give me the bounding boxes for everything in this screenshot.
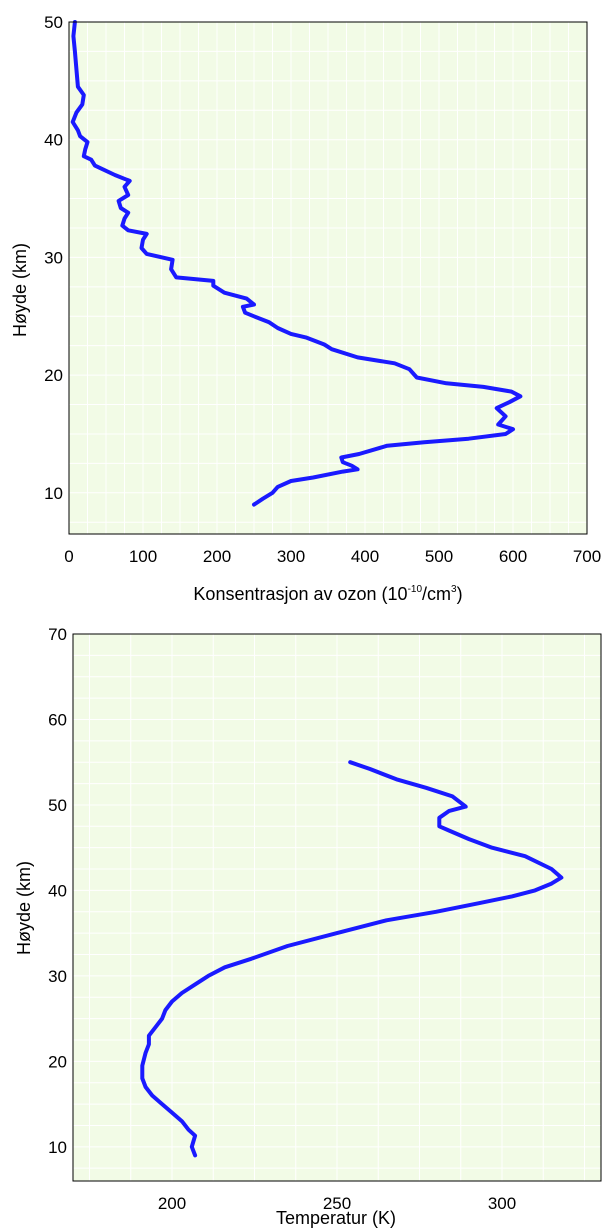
x-tick-label: 200 — [203, 547, 231, 566]
x-tick-label: 200 — [158, 1194, 186, 1213]
y-tick-label: 20 — [48, 1052, 67, 1071]
y-tick-label: 70 — [48, 625, 67, 644]
y-tick-labels: 10 20 30 40 50 — [44, 13, 63, 503]
x-axis-title: Konsentrasjon av ozon (10-10/cm3) — [193, 584, 462, 604]
y-tick-label: 40 — [48, 881, 67, 900]
grid — [68, 21, 588, 534]
y-tick-label: 30 — [48, 967, 67, 986]
x-axis-title: Temperatur (K) — [276, 1208, 396, 1228]
y-tick-label: 40 — [44, 131, 63, 150]
series-line-path — [140, 760, 564, 1158]
y-tick-label: 20 — [44, 366, 63, 385]
y-axis-title: Høyde (km) — [10, 243, 30, 337]
x-tick-label: 400 — [351, 547, 379, 566]
y-axis-title: Høyde (km) — [14, 861, 34, 955]
x-tick-label: 700 — [573, 547, 601, 566]
x-tick-label: 100 — [129, 547, 157, 566]
x-tick-label: 300 — [277, 547, 305, 566]
series-line-path — [70, 20, 523, 507]
plot-frame — [68, 21, 588, 535]
x-tick-label: 250 — [323, 1194, 351, 1213]
y-tick-label: 30 — [44, 248, 63, 267]
y-tick-labels: 10 20 30 40 50 60 70 — [48, 625, 67, 1157]
x-tick-label: 300 — [488, 1194, 516, 1213]
series-line — [70, 20, 523, 507]
plot-frame — [72, 633, 602, 1182]
x-tick-labels: 0 100 200 300 400 500 600 700 — [64, 547, 601, 566]
x-tick-label: 600 — [499, 547, 527, 566]
grid — [73, 633, 601, 1181]
y-tick-label: 10 — [48, 1138, 67, 1157]
y-tick-label: 50 — [44, 13, 63, 32]
y-tick-label: 60 — [48, 710, 67, 729]
x-tick-label: 500 — [425, 547, 453, 566]
y-tick-label: 50 — [48, 796, 67, 815]
y-tick-label: 10 — [44, 484, 63, 503]
series-line — [140, 760, 564, 1158]
x-tick-labels: 200 250 300 — [158, 1194, 516, 1213]
ozone-chart: 0 100 200 300 400 500 600 700 10 20 30 40 50 Konsen… — [10, 13, 601, 604]
x-tick-label: 0 — [64, 547, 73, 566]
